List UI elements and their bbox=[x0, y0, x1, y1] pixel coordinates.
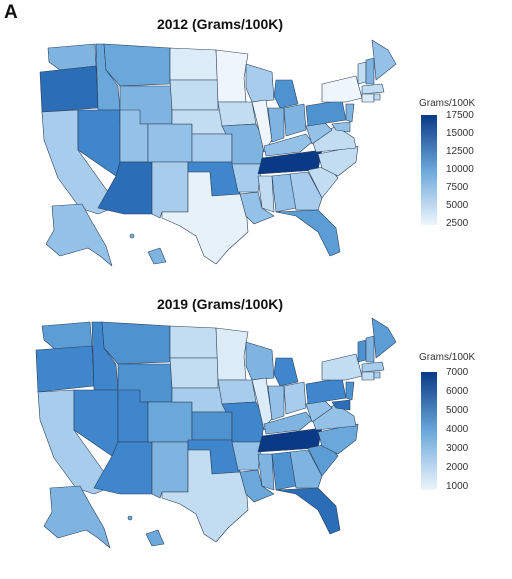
state-massachusetts bbox=[361, 361, 385, 373]
state-texas bbox=[161, 171, 249, 265]
state-north-dakota bbox=[169, 325, 219, 359]
state-hawaii-islet bbox=[127, 515, 133, 521]
map-title-2012: 2012 (Grams/100K) bbox=[156, 16, 284, 32]
legend-tick-2019: 6000 bbox=[446, 386, 469, 397]
state-ohio bbox=[283, 103, 307, 137]
map-title-2019: 2019 (Grams/100K) bbox=[156, 296, 284, 312]
state-south-dakota bbox=[169, 79, 219, 111]
legend-bar-2019 bbox=[421, 372, 437, 490]
legend-tick-2019: 7000 bbox=[446, 367, 469, 378]
state-georgia bbox=[289, 171, 323, 211]
state-montana bbox=[103, 43, 171, 87]
state-connecticut bbox=[361, 93, 375, 103]
state-kansas bbox=[191, 133, 233, 163]
legend-tick-2012: 17500 bbox=[446, 110, 474, 121]
legend-tick-2012: 12500 bbox=[446, 146, 474, 157]
state-washington bbox=[47, 43, 97, 71]
state-washington bbox=[41, 321, 93, 351]
state-wisconsin bbox=[245, 341, 275, 381]
state-louisiana bbox=[239, 469, 275, 503]
state-new-mexico bbox=[151, 161, 189, 219]
map-2012 bbox=[39, 39, 397, 267]
state-new-jersey bbox=[345, 103, 355, 123]
state-new-hampshire bbox=[365, 335, 375, 363]
state-virginia bbox=[311, 125, 357, 153]
state-hawaii bbox=[147, 247, 167, 265]
panel-label: A bbox=[4, 2, 18, 23]
state-south-dakota bbox=[169, 357, 219, 389]
map-2019 bbox=[35, 317, 397, 549]
state-alaska bbox=[43, 485, 111, 549]
legend-tick-2019: 2000 bbox=[446, 462, 469, 473]
state-oregon bbox=[39, 65, 99, 113]
state-rhode-island bbox=[373, 93, 381, 101]
legend-tick-2012: 7500 bbox=[446, 182, 469, 193]
state-iowa bbox=[217, 379, 257, 405]
state-texas bbox=[161, 449, 249, 543]
legend-tick-2019: 3000 bbox=[446, 443, 469, 454]
state-maine bbox=[371, 39, 397, 81]
state-georgia bbox=[289, 449, 323, 489]
state-maine bbox=[371, 317, 397, 359]
state-ohio bbox=[283, 381, 307, 415]
state-arizona bbox=[97, 161, 153, 215]
legend-tick-2019: 5000 bbox=[446, 405, 469, 416]
state-rhode-island bbox=[373, 371, 381, 379]
state-mississippi bbox=[257, 175, 275, 213]
legend-tick-2012: 15000 bbox=[446, 128, 474, 139]
state-colorado bbox=[147, 401, 193, 443]
legend-tick-2012: 5000 bbox=[446, 200, 469, 211]
state-south-carolina bbox=[307, 443, 339, 477]
state-pennsylvania bbox=[305, 99, 347, 127]
state-colorado bbox=[147, 123, 193, 163]
state-pennsylvania bbox=[305, 377, 347, 405]
state-minnesota bbox=[215, 49, 249, 103]
state-new-mexico bbox=[151, 441, 189, 499]
state-north-dakota bbox=[169, 47, 219, 81]
state-michigan bbox=[273, 79, 299, 109]
state-hawaii-islet bbox=[129, 233, 135, 239]
state-new-york bbox=[321, 353, 363, 381]
state-indiana bbox=[267, 385, 285, 421]
state-kansas bbox=[191, 411, 233, 441]
state-kentucky bbox=[263, 133, 313, 157]
state-maryland bbox=[331, 121, 351, 133]
state-new-york bbox=[321, 75, 363, 103]
state-alaska bbox=[45, 203, 113, 267]
legend-tick-2019: 1000 bbox=[446, 481, 469, 492]
state-florida bbox=[275, 209, 341, 257]
state-indiana bbox=[267, 107, 285, 143]
state-south-carolina bbox=[307, 165, 339, 199]
state-massachusetts bbox=[361, 83, 385, 95]
state-maryland bbox=[331, 399, 351, 411]
legend-tick-2019: 4000 bbox=[446, 424, 469, 435]
state-new-jersey bbox=[345, 381, 355, 401]
state-virginia bbox=[311, 403, 357, 431]
state-iowa bbox=[217, 101, 257, 127]
state-mississippi bbox=[257, 453, 275, 491]
state-florida bbox=[275, 487, 341, 535]
state-oregon bbox=[35, 345, 95, 393]
state-montana bbox=[101, 321, 171, 365]
legend-tick-2012: 10000 bbox=[446, 164, 474, 175]
legend-title-2012: Grams/100K bbox=[419, 98, 476, 109]
state-michigan bbox=[273, 357, 299, 387]
state-hawaii bbox=[145, 529, 165, 547]
state-minnesota bbox=[215, 327, 249, 381]
legend-tick-2012: 2500 bbox=[446, 218, 469, 229]
state-kentucky bbox=[263, 411, 313, 435]
state-vermont bbox=[357, 339, 367, 363]
legend-bar-2012 bbox=[421, 115, 437, 225]
state-louisiana bbox=[239, 191, 275, 225]
legend-title-2019: Grams/100K bbox=[419, 352, 476, 363]
state-wisconsin bbox=[245, 63, 275, 103]
state-new-hampshire bbox=[365, 57, 375, 85]
state-connecticut bbox=[361, 371, 375, 381]
state-vermont bbox=[357, 61, 367, 85]
